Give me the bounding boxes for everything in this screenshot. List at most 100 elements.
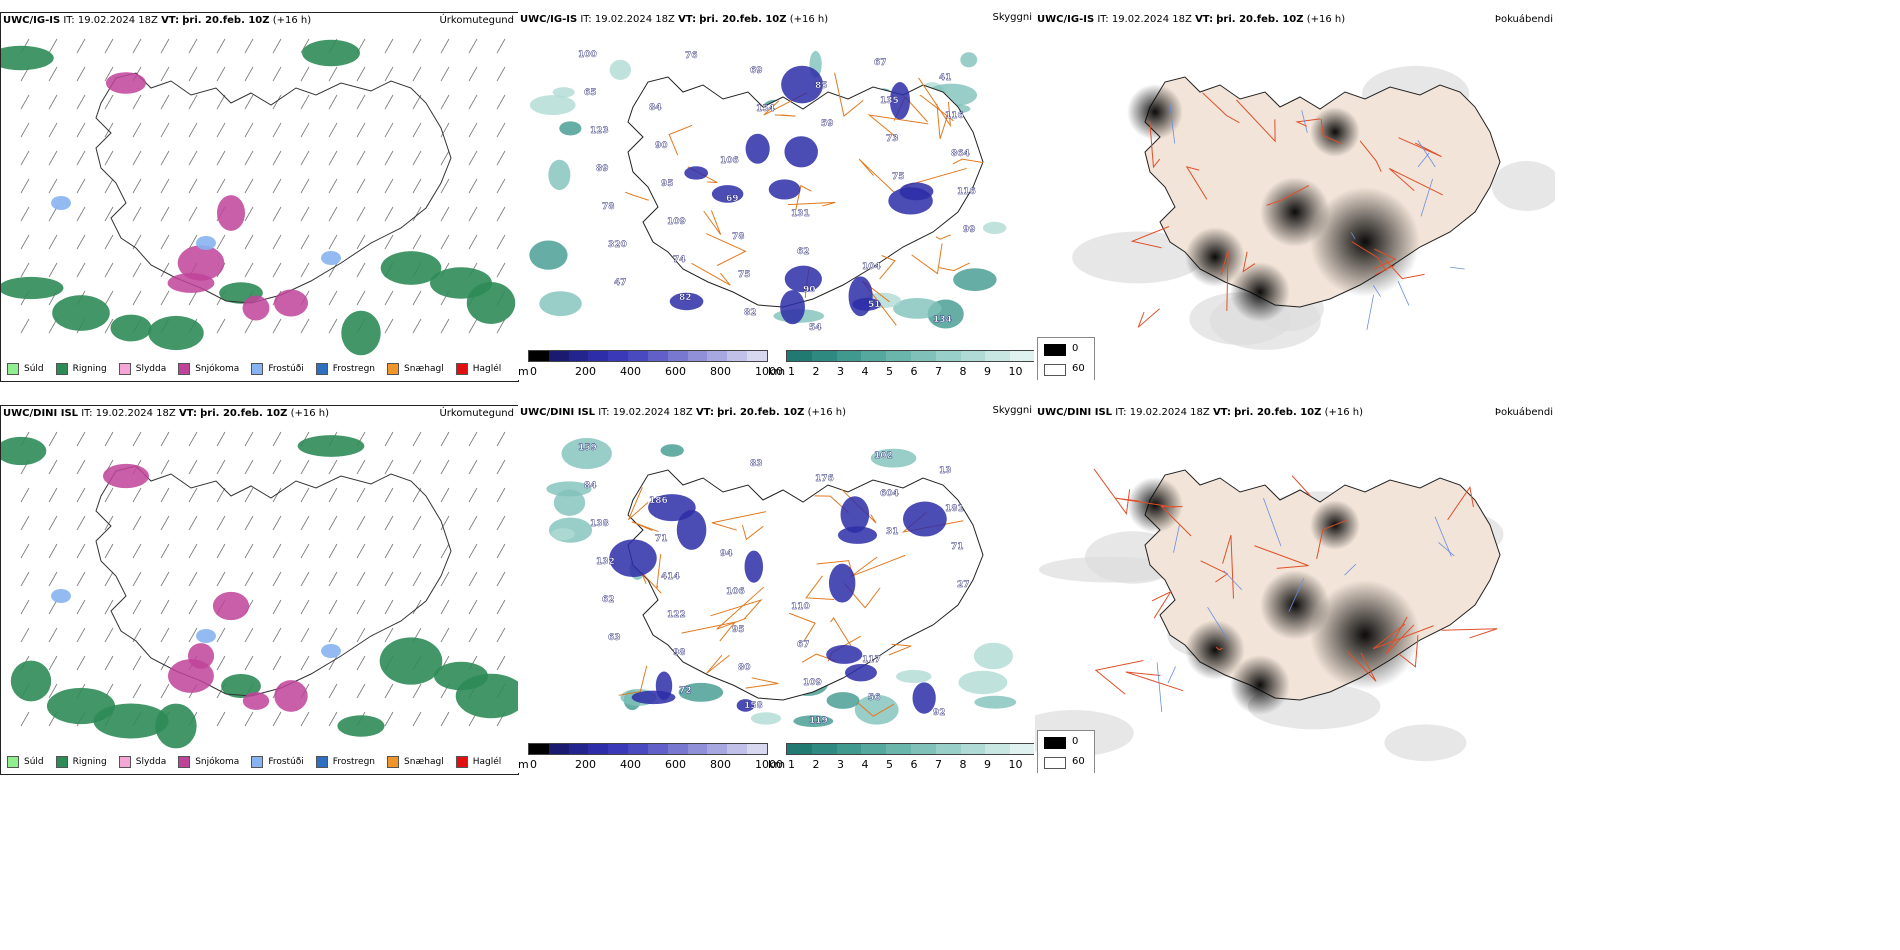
wind-barb xyxy=(300,599,310,615)
cloud-base-label: 82 xyxy=(744,308,757,318)
road xyxy=(888,643,912,656)
wind-barb xyxy=(496,459,506,475)
cloud-base-label: 604 xyxy=(880,489,899,499)
low-visibility-area xyxy=(973,642,1014,670)
colorbar-segment xyxy=(588,744,609,754)
cloud-base-label: 13 xyxy=(939,466,952,476)
wind-barb xyxy=(160,571,170,587)
colorbar-segment xyxy=(861,744,887,754)
road xyxy=(628,487,649,521)
wind-barb xyxy=(272,515,282,531)
wind-barb xyxy=(272,206,282,222)
cloud-base-label: 51 xyxy=(868,300,881,310)
colorbar-tick: 200 xyxy=(575,758,596,771)
wind-barb xyxy=(188,487,198,503)
cloud-base-label: 75 xyxy=(738,270,751,280)
cloud-base-label: 69 xyxy=(750,66,763,76)
wind-barb xyxy=(384,683,394,699)
colorbar-tick: 10 xyxy=(1008,758,1023,771)
fog-area xyxy=(1384,724,1467,762)
wind-barb xyxy=(244,655,254,671)
wind-barb xyxy=(412,515,422,531)
cloud-base-label: 92 xyxy=(933,708,946,718)
wind-barb xyxy=(76,515,86,531)
visibility-map-bottom: 159 186 94 110 117 92 84 71 106 67 56 13 138 414 95 109… xyxy=(518,405,1034,773)
cloud-base-area xyxy=(609,539,657,578)
road xyxy=(631,521,659,533)
wind-barb xyxy=(48,234,58,250)
wind-barb xyxy=(104,66,114,82)
wind-barb xyxy=(496,655,506,671)
freezing-drizzle-area xyxy=(321,251,341,265)
wind-barb xyxy=(20,487,30,503)
low-visibility-area xyxy=(958,670,1008,695)
precip-legend-item: Snjókoma xyxy=(178,363,239,375)
wind-barb xyxy=(468,543,478,559)
wind-barb xyxy=(412,599,422,615)
cloud-base-label: 159 xyxy=(578,443,597,453)
wind-barb xyxy=(496,150,506,166)
wind-barb xyxy=(104,262,114,278)
wind-barb xyxy=(384,599,394,615)
road xyxy=(1372,623,1434,650)
road xyxy=(1359,140,1382,172)
cloud-base-label: 414 xyxy=(661,572,680,582)
road xyxy=(1149,121,1161,169)
wind-barb xyxy=(216,571,226,587)
wind-barb xyxy=(412,431,422,447)
wind-barb xyxy=(216,234,226,250)
colorbar-tick: 9 xyxy=(984,365,991,378)
river xyxy=(1156,662,1163,713)
wind-barb xyxy=(160,627,170,643)
wind-barb xyxy=(496,122,506,138)
colorbar-segment xyxy=(568,744,589,754)
snow-area xyxy=(273,289,309,317)
wind-barb xyxy=(76,262,86,278)
wind-barb xyxy=(496,487,506,503)
colorbar-segment xyxy=(548,744,569,754)
colorbar-segment xyxy=(787,351,812,361)
wind-barb xyxy=(272,487,282,503)
cloud-base-label: 85 xyxy=(815,81,828,91)
low-visibility-area xyxy=(750,712,782,725)
wind-barb xyxy=(160,150,170,166)
legend-swatch xyxy=(118,363,131,375)
cloud-base-label: 119 xyxy=(809,716,828,726)
road xyxy=(830,617,852,647)
snow-area xyxy=(102,463,150,489)
cloud-base-label: 78 xyxy=(732,232,745,242)
low-visibility-area xyxy=(551,528,575,540)
fog-area xyxy=(1230,655,1290,715)
river xyxy=(1167,666,1176,684)
wind-barb xyxy=(328,627,338,643)
cloud-base-area xyxy=(684,166,709,180)
colorbar-segment xyxy=(647,351,668,361)
colorbar-segment xyxy=(647,744,668,754)
low-visibility-area xyxy=(609,59,632,80)
colorbar-segment xyxy=(707,351,728,361)
colorbar-segment xyxy=(886,744,911,754)
cloud-base-label: 71 xyxy=(655,534,668,544)
low-visibility-area xyxy=(826,692,860,709)
colorbar-segment xyxy=(836,744,862,754)
colorbar-segment xyxy=(628,351,648,361)
colorbar-segment xyxy=(529,744,549,754)
precip-legend-item: Snæhagl xyxy=(387,363,444,375)
coastline xyxy=(95,465,452,697)
cloud-base-label: 131 xyxy=(791,209,810,219)
cloud-base-label: 69 xyxy=(726,194,739,204)
wind-barb xyxy=(356,571,366,587)
wind-barb xyxy=(244,206,254,222)
wind-barb xyxy=(104,599,114,615)
rain-area xyxy=(148,315,204,351)
colorbar-tick: 2 xyxy=(812,365,820,378)
low-visibility-area xyxy=(529,95,576,116)
cloud-base-area xyxy=(784,265,822,293)
cloud-base-label: 84 xyxy=(649,103,662,113)
cloud-base-label: 117 xyxy=(862,655,881,665)
wind-barb xyxy=(76,122,86,138)
wind-barb xyxy=(48,122,58,138)
cloud-base-label: 71 xyxy=(951,542,964,552)
cloud-base-label: 102 xyxy=(874,451,893,461)
wind-barb xyxy=(440,599,450,615)
